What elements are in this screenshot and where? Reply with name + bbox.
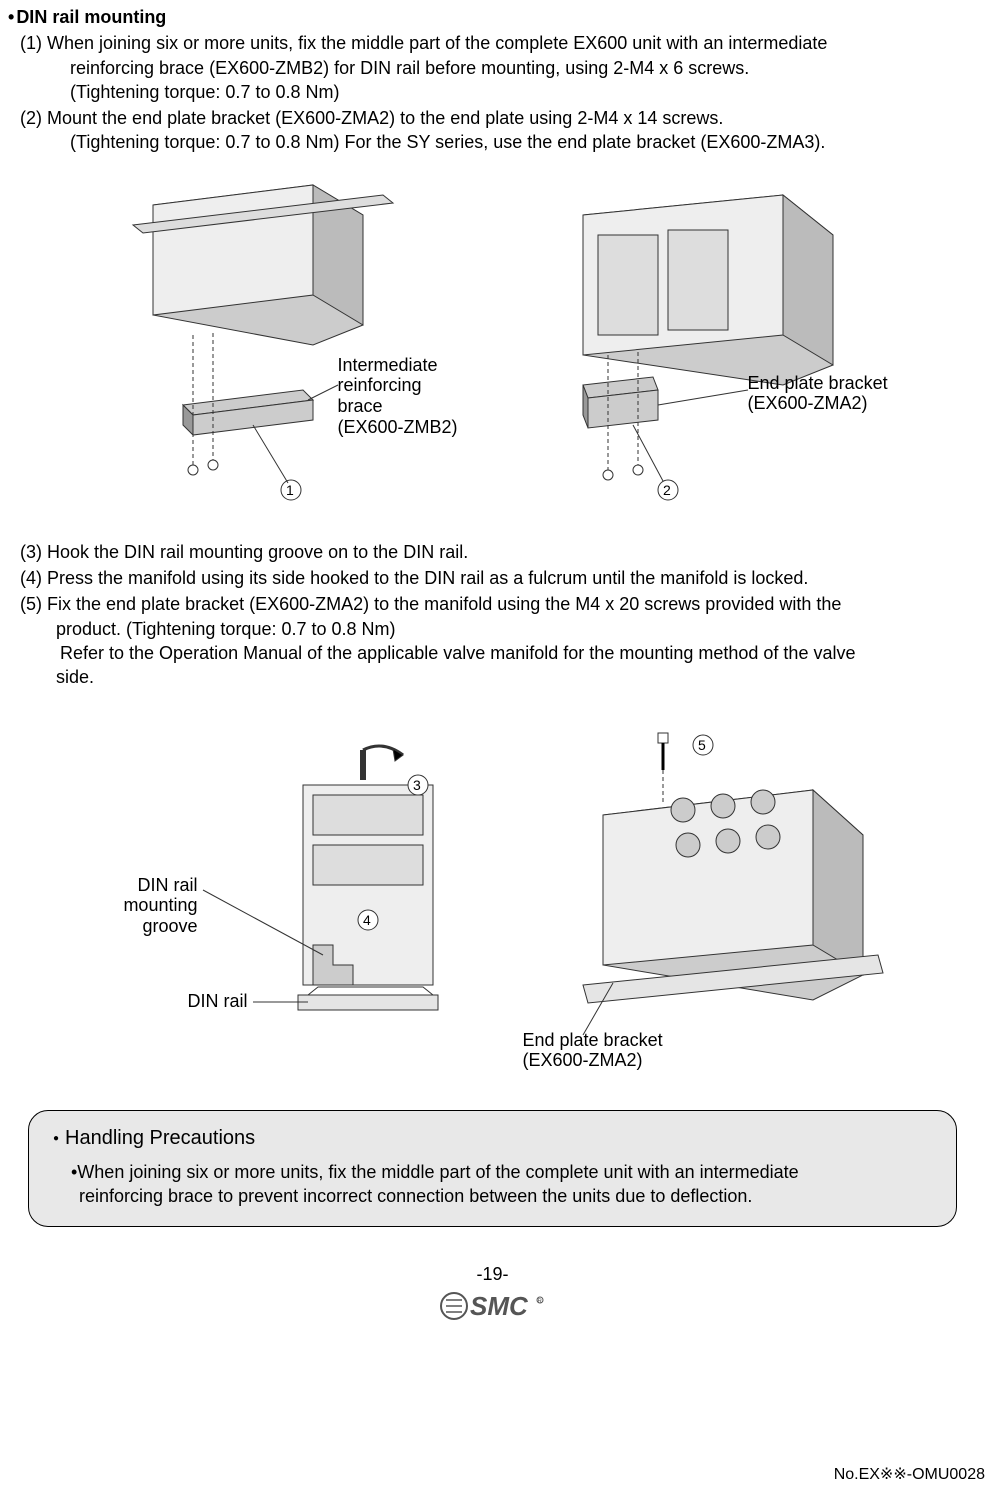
svg-text:4: 4 — [363, 912, 371, 928]
step-1-line-3: (Tightening torque: 0.7 to 0.8 Nm) — [20, 80, 339, 104]
figure-4-label-l2: (EX600-ZMA2) — [523, 1050, 643, 1070]
precautions-l2: reinforcing brace to prevent incorrect c… — [71, 1184, 752, 1208]
step-5-line-1: (5) Fix the end plate bracket (EX600-ZMA… — [20, 594, 841, 614]
figure-1-label-l1: Intermediate — [338, 355, 438, 375]
svg-text:2: 2 — [663, 482, 671, 498]
step-2-line-1: (2) Mount the end plate bracket (EX600-Z… — [20, 108, 723, 128]
svg-text:R: R — [537, 1299, 542, 1305]
svg-text:3: 3 — [413, 777, 421, 793]
logo-text: SMC — [470, 1291, 529, 1321]
step-2: (2) Mount the end plate bracket (EX600-Z… — [8, 106, 977, 155]
precautions-title: Handling Precautions — [53, 1125, 932, 1152]
figure-1-label-l3: (EX600-ZMB2) — [338, 417, 458, 437]
precautions-body: •When joining six or more units, fix the… — [53, 1160, 932, 1209]
figure-2-label-l2: (EX600-ZMA2) — [748, 393, 868, 413]
precautions-box: Handling Precautions •When joining six o… — [28, 1110, 957, 1228]
step-4: (4) Press the manifold using its side ho… — [8, 566, 977, 590]
figure-4-label: End plate bracket (EX600-ZMA2) — [523, 1030, 663, 1071]
figure-3-rail-label: DIN rail — [187, 991, 247, 1012]
figure-1-label: Intermediate reinforcing brace (EX600-ZM… — [338, 355, 463, 438]
svg-text:1: 1 — [286, 482, 294, 498]
figure-1-label-l2: reinforcing brace — [338, 375, 422, 416]
section-heading: DIN rail mounting — [8, 5, 977, 29]
figure-2-label: End plate bracket (EX600-ZMA2) — [748, 373, 888, 414]
step-3: (3) Hook the DIN rail mounting groove on… — [8, 540, 977, 564]
step-1-line-1: (1) When joining six or more units, fix … — [20, 33, 827, 53]
step-5-line-2: product. (Tightening torque: 0.7 to 0.8 … — [20, 617, 396, 641]
step-1: (1) When joining six or more units, fix … — [8, 31, 977, 104]
figure-3: 3 4 DIN rail mounting groove DIN rail — [73, 725, 473, 1065]
figure-2: 2 End plate bracket (EX600-ZMA2) — [523, 175, 903, 515]
step-5-line-3: Refer to the Operation Manual of the app… — [20, 641, 855, 665]
smc-logo: SMC R — [8, 1290, 977, 1328]
svg-text:5: 5 — [698, 737, 706, 753]
figure-1-svg: 1 — [83, 175, 463, 515]
document-number: No.EX※※-OMU0028 — [834, 1464, 985, 1486]
figure-4: 5 End plate bracket (EX600-ZMA2) — [513, 725, 913, 1085]
step-2-line-2: (Tightening torque: 0.7 to 0.8 Nm) For t… — [20, 130, 825, 154]
step-5: (5) Fix the end plate bracket (EX600-ZMA… — [8, 592, 977, 689]
figure-row-1: 1 Intermediate reinforcing brace (EX600-… — [8, 175, 977, 515]
step-1-line-2: reinforcing brace (EX600-ZMB2) for DIN r… — [20, 56, 749, 80]
figure-1: 1 Intermediate reinforcing brace (EX600-… — [83, 175, 463, 515]
figure-3-groove-label: DIN rail mounting groove — [73, 875, 198, 937]
step-5-line-4: side. — [20, 665, 94, 689]
figure-4-label-l1: End plate bracket — [523, 1030, 663, 1050]
precautions-l1: •When joining six or more units, fix the… — [71, 1162, 799, 1182]
page-number: -19- — [8, 1262, 977, 1286]
figure-row-2: 3 4 DIN rail mounting groove DIN rail — [8, 725, 977, 1085]
figure-2-svg: 2 — [523, 175, 903, 515]
figure-2-label-l1: End plate bracket — [748, 373, 888, 393]
